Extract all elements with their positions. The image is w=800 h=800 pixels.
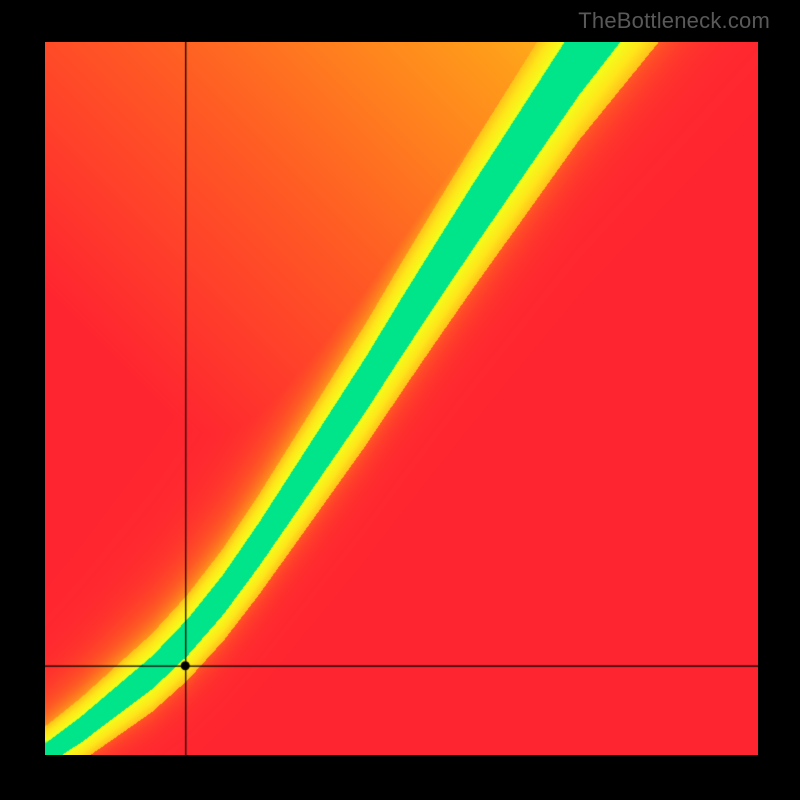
bottleneck-heatmap	[45, 42, 758, 755]
watermark-text: TheBottleneck.com	[578, 8, 770, 34]
chart-container: TheBottleneck.com	[0, 0, 800, 800]
